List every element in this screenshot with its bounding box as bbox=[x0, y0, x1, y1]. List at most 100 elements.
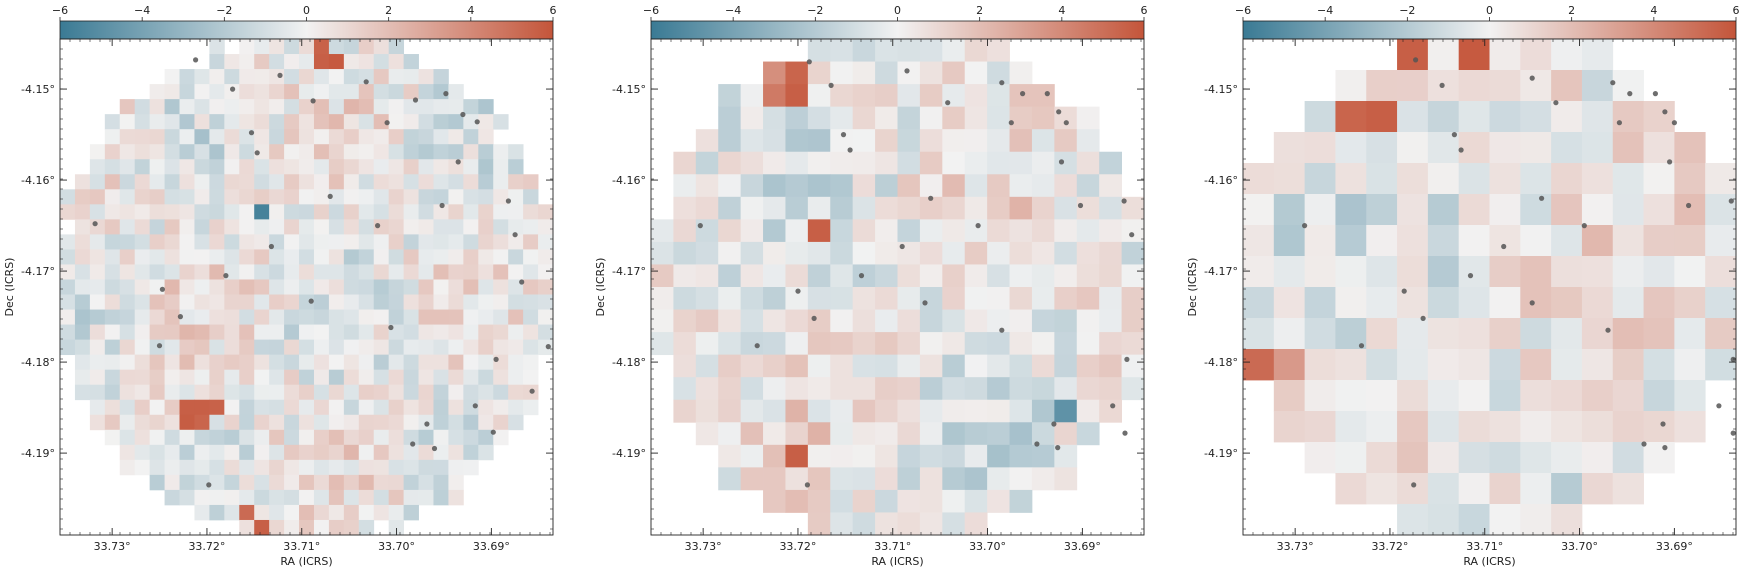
heatmap-cell bbox=[418, 309, 434, 325]
heatmap-cell bbox=[448, 129, 464, 145]
heatmap-cell bbox=[209, 324, 225, 341]
heatmap-cell bbox=[299, 324, 315, 341]
heatmap-cell bbox=[149, 264, 165, 280]
heatmap-cell bbox=[89, 339, 106, 356]
heatmap-cell bbox=[358, 519, 375, 536]
heatmap-cell bbox=[1121, 377, 1145, 401]
heatmap-cell bbox=[418, 69, 434, 85]
heatmap-cell bbox=[1643, 380, 1675, 412]
heatmap-cell bbox=[373, 234, 390, 250]
heatmap-cell bbox=[919, 444, 943, 468]
heatmap-cell bbox=[919, 512, 943, 536]
heatmap-cell bbox=[1643, 194, 1675, 226]
heatmap-cell bbox=[433, 69, 449, 85]
source-point bbox=[922, 300, 928, 306]
heatmap-cell bbox=[299, 204, 315, 220]
heatmap-cell bbox=[964, 444, 988, 468]
heatmap-cell bbox=[358, 489, 375, 506]
heatmap-cell bbox=[1489, 101, 1521, 133]
heatmap-cell bbox=[433, 114, 449, 130]
heatmap-cell bbox=[89, 174, 106, 190]
heatmap-cell bbox=[179, 429, 195, 446]
heatmap-cell bbox=[388, 204, 405, 220]
heatmap-cell bbox=[478, 444, 494, 461]
heatmap-cell bbox=[403, 309, 419, 325]
heatmap-cell bbox=[209, 399, 225, 416]
heatmap-cell bbox=[1366, 256, 1398, 288]
heatmap-cell bbox=[1674, 194, 1706, 226]
heatmap-cell bbox=[388, 414, 405, 431]
heatmap-cell bbox=[1243, 225, 1275, 257]
heatmap-cell bbox=[673, 399, 697, 423]
x-tick-label: 33.72° bbox=[188, 540, 225, 553]
heatmap-cell bbox=[1031, 422, 1055, 446]
heatmap-cell bbox=[299, 339, 315, 356]
heatmap-cell bbox=[254, 309, 270, 325]
heatmap-cell bbox=[433, 309, 449, 325]
heatmap-cell bbox=[373, 159, 390, 175]
heatmap-cell bbox=[209, 504, 225, 521]
heatmap-cell bbox=[964, 422, 988, 446]
heatmap-cell bbox=[224, 489, 240, 506]
heatmap-cell bbox=[418, 354, 434, 371]
heatmap-cell bbox=[1076, 332, 1100, 356]
heatmap-cell bbox=[830, 444, 854, 468]
heatmap-cell bbox=[493, 369, 509, 386]
heatmap-cell bbox=[1427, 473, 1460, 505]
heatmap-cell bbox=[209, 219, 225, 235]
heatmap-cell bbox=[523, 279, 539, 295]
heatmap-cell bbox=[343, 39, 360, 55]
heatmap-cell bbox=[508, 354, 524, 371]
heatmap-cell bbox=[1705, 225, 1737, 257]
heatmap-cell bbox=[1076, 354, 1100, 378]
heatmap-cell bbox=[74, 219, 91, 235]
heatmap-cell bbox=[179, 384, 195, 401]
heatmap-cell bbox=[478, 429, 494, 446]
heatmap-cell bbox=[493, 414, 509, 431]
heatmap-cell bbox=[740, 219, 764, 243]
heatmap-cell bbox=[358, 159, 375, 175]
heatmap-cell bbox=[313, 159, 330, 175]
heatmap-cell bbox=[433, 219, 449, 235]
heatmap-cell bbox=[852, 512, 876, 536]
heatmap-cell bbox=[897, 399, 921, 423]
source-point bbox=[1671, 120, 1677, 126]
heatmap-cell bbox=[433, 99, 449, 115]
heatmap-cell bbox=[695, 399, 719, 423]
heatmap-cell bbox=[358, 189, 375, 205]
heatmap-cell bbox=[104, 204, 121, 220]
heatmap-cell bbox=[875, 377, 898, 401]
heatmap-cell bbox=[224, 444, 240, 461]
heatmap-cell bbox=[1099, 264, 1122, 288]
heatmap-cell bbox=[224, 84, 240, 100]
source-point bbox=[410, 441, 416, 447]
heatmap-cell bbox=[433, 159, 449, 175]
heatmap-cell bbox=[358, 84, 375, 100]
heatmap-cell bbox=[194, 429, 210, 446]
heatmap-cell bbox=[1427, 132, 1460, 164]
heatmap-cell bbox=[478, 384, 494, 401]
heatmap-cell bbox=[239, 204, 255, 220]
heatmap-cell bbox=[284, 204, 300, 220]
heatmap-cell bbox=[718, 219, 742, 243]
heatmap-cell bbox=[1581, 411, 1614, 443]
heatmap-cell bbox=[164, 429, 180, 446]
colorbar-tick-label: 2 bbox=[1568, 4, 1575, 17]
heatmap-cell bbox=[1054, 241, 1078, 265]
heatmap-cell bbox=[313, 369, 330, 386]
colorbar-tick-label: −6 bbox=[1235, 4, 1251, 17]
heatmap-cell bbox=[1121, 264, 1145, 288]
heatmap-cell bbox=[1612, 349, 1644, 381]
heatmap-cell bbox=[373, 84, 390, 100]
heatmap-cell bbox=[343, 99, 360, 115]
heatmap-cell bbox=[179, 339, 195, 356]
heatmap-cell bbox=[897, 84, 921, 108]
heatmap-cell bbox=[209, 474, 225, 491]
heatmap-cell bbox=[1366, 473, 1398, 505]
heatmap-cell bbox=[673, 196, 697, 220]
heatmap-cell bbox=[897, 467, 921, 491]
heatmap-cell bbox=[254, 459, 270, 476]
heatmap-cell bbox=[299, 114, 315, 130]
heatmap-cell bbox=[343, 519, 360, 536]
